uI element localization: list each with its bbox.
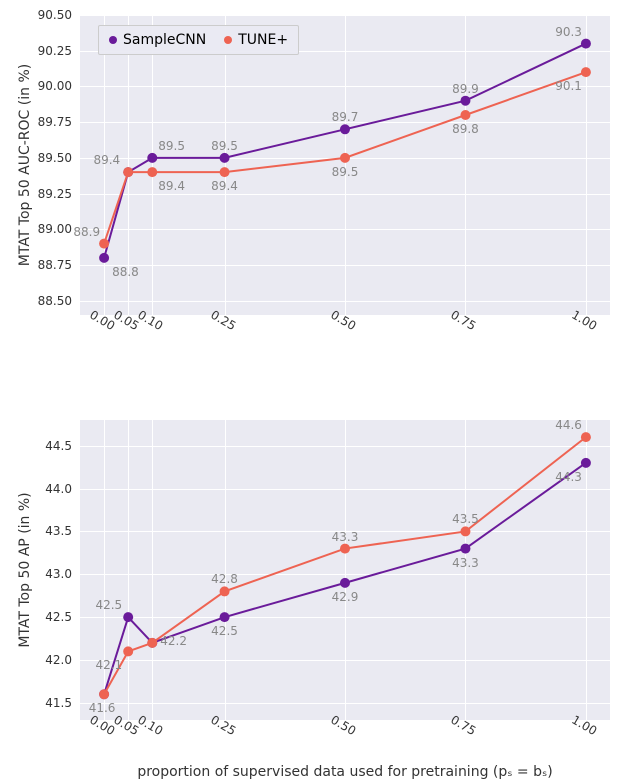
series-marker	[581, 458, 591, 468]
series-marker	[460, 544, 470, 554]
axis-x-label: proportion of supervised data used for p…	[137, 764, 552, 780]
axis-y-label: MTAT Top 50 AUC-ROC (in %)	[17, 64, 33, 266]
series-marker	[123, 646, 133, 656]
series-line-samplecnn	[104, 44, 586, 258]
series-marker	[581, 67, 591, 77]
plot-svg	[80, 420, 610, 720]
series-marker	[581, 432, 591, 442]
tick-y-label: 42.5	[45, 610, 72, 624]
chart-panel-ap: 0.000.050.100.250.500.751.0041.542.042.5…	[80, 420, 610, 720]
series-marker	[460, 526, 470, 536]
tick-y-label: 89.75	[38, 115, 72, 129]
tick-y-label: 89.25	[38, 187, 72, 201]
tick-y-label: 90.00	[38, 79, 72, 93]
tick-y-label: 89.00	[38, 222, 72, 236]
series-marker	[220, 153, 230, 163]
series-line-tune+	[104, 437, 586, 694]
tick-y-label: 43.5	[45, 524, 72, 538]
chart-panel-auc-roc: 0.000.050.100.250.500.751.0088.5088.7589…	[80, 15, 610, 315]
tick-y-label: 41.5	[45, 696, 72, 710]
series-marker	[340, 544, 350, 554]
series-marker	[123, 612, 133, 622]
tick-y-label: 90.25	[38, 44, 72, 58]
tick-y-label: 88.75	[38, 258, 72, 272]
series-marker	[99, 239, 109, 249]
legend: SampleCNN TUNE+	[98, 25, 299, 55]
legend-item: TUNE+	[224, 32, 288, 48]
legend-marker-icon	[224, 36, 232, 44]
legend-marker-icon	[109, 36, 117, 44]
legend-label: SampleCNN	[123, 32, 206, 48]
series-marker	[220, 586, 230, 596]
legend-label: TUNE+	[238, 32, 288, 48]
series-marker	[340, 578, 350, 588]
axis-y-label: MTAT Top 50 AP (in %)	[17, 492, 33, 647]
series-marker	[147, 153, 157, 163]
plot-svg	[80, 15, 610, 315]
series-marker	[147, 638, 157, 648]
series-marker	[147, 167, 157, 177]
series-marker	[581, 39, 591, 49]
tick-y-label: 42.0	[45, 653, 72, 667]
series-marker	[220, 612, 230, 622]
figure: 0.000.050.100.250.500.751.0088.5088.7589…	[0, 0, 624, 782]
series-marker	[460, 96, 470, 106]
series-marker	[460, 110, 470, 120]
series-marker	[220, 167, 230, 177]
tick-y-label: 44.0	[45, 482, 72, 496]
series-marker	[99, 689, 109, 699]
tick-y-label: 44.5	[45, 439, 72, 453]
series-marker	[123, 167, 133, 177]
tick-y-label: 89.50	[38, 151, 72, 165]
legend-item: SampleCNN	[109, 32, 206, 48]
tick-y-label: 43.0	[45, 567, 72, 581]
tick-y-label: 88.50	[38, 294, 72, 308]
tick-y-label: 90.50	[38, 8, 72, 22]
series-marker	[99, 253, 109, 263]
series-marker	[340, 153, 350, 163]
series-marker	[340, 124, 350, 134]
